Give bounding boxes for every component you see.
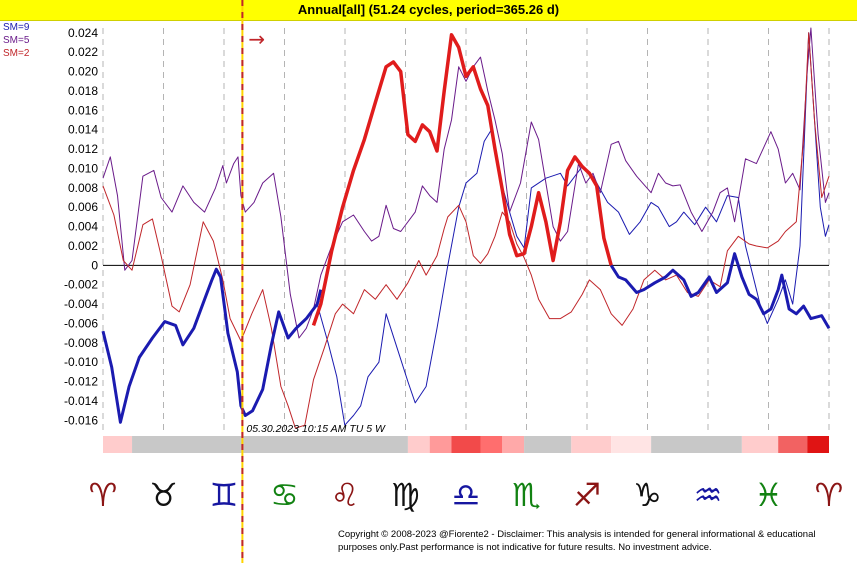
y-tick-label: 0.018 <box>68 84 98 98</box>
strip-segment <box>480 436 503 453</box>
series-line-sm5 <box>102 27 830 339</box>
libra-icon: ♎ <box>452 476 481 514</box>
series-line-blue-bold-2 <box>609 252 831 330</box>
strip-segment <box>429 436 452 453</box>
aquarius-icon: ♒ <box>694 476 723 514</box>
strip-segment <box>407 436 430 453</box>
y-tick-label: 0.004 <box>68 220 98 234</box>
legend-sm2: SM=2 <box>3 48 30 59</box>
virgo-icon: ♍ <box>391 476 420 514</box>
aries-icon: ♈ <box>89 476 118 514</box>
y-tick-label: 0.024 <box>68 26 98 40</box>
strip-segment <box>103 436 133 453</box>
chart-title: Annual[all] (51.24 cycles, period=365.26… <box>297 2 560 17</box>
legend-sm5: SM=5 <box>3 35 30 46</box>
scorpio-icon: ♏ <box>512 476 541 514</box>
y-tick-label: -0.004 <box>64 297 98 311</box>
y-tick-label: -0.012 <box>64 375 98 389</box>
y-tick-label: 0.016 <box>68 103 98 117</box>
y-tick-label: 0.006 <box>68 200 98 214</box>
y-tick-label: 0.008 <box>68 181 98 195</box>
y-tick-label: 0.022 <box>68 45 98 59</box>
series-line-red-bold <box>311 33 613 326</box>
y-tick-label: -0.010 <box>64 355 98 369</box>
cursor-date-label: 05.30.2023 10:15 AM TU 5 W <box>246 423 386 435</box>
y-tick-label: -0.014 <box>64 394 98 408</box>
title-bar: Annual[all] (51.24 cycles, period=365.26… <box>0 0 857 21</box>
direction-arrow-icon: → <box>248 27 265 51</box>
y-tick-label: -0.016 <box>64 413 98 427</box>
strip-segment <box>741 436 779 453</box>
series-line-blue-bold <box>101 267 323 424</box>
legend-sm9: SM=9 <box>3 22 30 33</box>
pisces-icon: ♓ <box>754 476 783 514</box>
y-tick-label: 0.020 <box>68 65 98 79</box>
y-tick-label: -0.008 <box>64 336 98 350</box>
y-tick-label: 0.010 <box>68 161 98 175</box>
strip-segment <box>132 436 408 453</box>
strip-segment <box>502 436 525 453</box>
sagittarius-icon: ♐ <box>573 476 602 514</box>
y-tick-label: -0.002 <box>64 278 98 292</box>
leo-icon: ♌ <box>331 476 360 514</box>
y-tick-label: 0.012 <box>68 142 98 156</box>
y-tick-label: 0 <box>91 258 98 272</box>
strip-segment <box>651 436 742 453</box>
cancer-icon: ♋ <box>270 476 299 514</box>
strip-segment <box>571 436 612 453</box>
capricorn-icon: ♑ <box>633 476 662 514</box>
strip-segment <box>451 436 481 453</box>
series-line-sm2 <box>102 32 830 429</box>
copyright-notice: Copyright © 2008-2023 @Fiorente2 - Discl… <box>338 529 816 553</box>
taurus-icon: ♉ <box>149 476 178 514</box>
y-tick-label: 0.002 <box>68 239 98 253</box>
y-tick-label: -0.006 <box>64 316 98 330</box>
aries-icon: ♈ <box>815 476 844 514</box>
strip-segment <box>778 436 808 453</box>
strip-segment <box>807 436 829 453</box>
strip-segment <box>524 436 572 453</box>
gemini-icon: ♊ <box>210 476 239 514</box>
strip-segment <box>611 436 652 453</box>
y-tick-label: 0.014 <box>68 123 98 137</box>
